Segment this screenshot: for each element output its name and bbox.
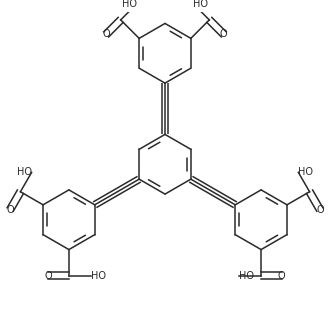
Text: HO: HO xyxy=(91,271,106,281)
Text: HO: HO xyxy=(239,271,254,281)
Text: O: O xyxy=(45,271,52,281)
Text: HO: HO xyxy=(121,0,137,9)
Text: O: O xyxy=(102,29,110,39)
Text: HO: HO xyxy=(16,167,32,178)
Text: O: O xyxy=(6,205,14,214)
Text: O: O xyxy=(278,271,285,281)
Text: HO: HO xyxy=(193,0,209,9)
Text: O: O xyxy=(220,29,228,39)
Text: O: O xyxy=(316,205,324,214)
Text: HO: HO xyxy=(298,167,313,178)
